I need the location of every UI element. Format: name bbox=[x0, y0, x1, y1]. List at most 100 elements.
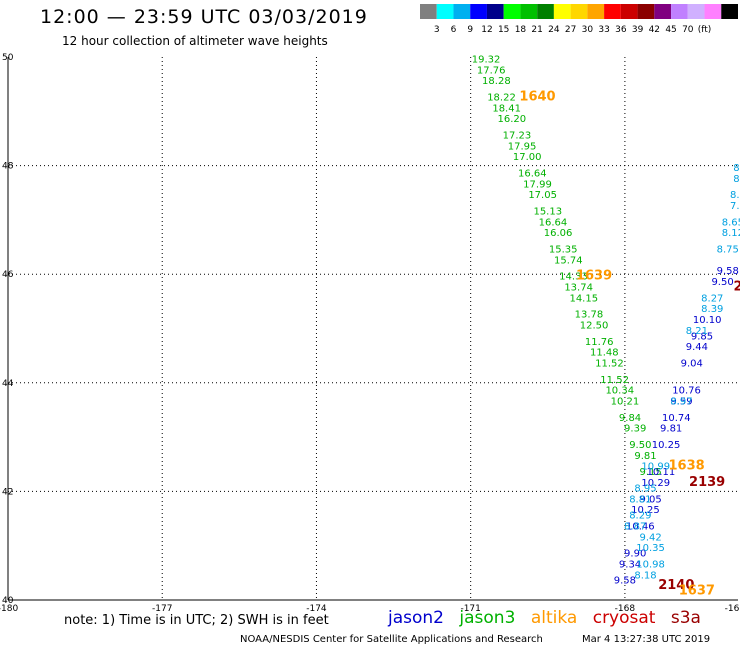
colorbar-label: 3 bbox=[434, 25, 440, 35]
colorbar-label: 9 bbox=[467, 25, 473, 35]
swh-value-label: 10.46 bbox=[626, 521, 655, 532]
colorbar-swatch bbox=[486, 4, 504, 19]
colorbar-swatch bbox=[520, 4, 538, 19]
legend-s3a: s3a bbox=[670, 608, 701, 628]
satellite-legend: jason2 jason3 altika cryosat s3a bbox=[388, 608, 711, 628]
swh-value-label: 9.04 bbox=[681, 359, 703, 370]
swh-value-label: 8.81 bbox=[629, 494, 651, 505]
swh-value-label: 8.27 bbox=[701, 293, 723, 304]
colorbar-swatch bbox=[503, 4, 521, 19]
swh-value-label: 18.41 bbox=[492, 103, 521, 114]
colorbar-label: 6 bbox=[451, 25, 457, 35]
swh-value-label: 9.42 bbox=[639, 532, 661, 543]
legend-altika: altika bbox=[530, 608, 578, 628]
swh-value-label: 10.76 bbox=[672, 386, 701, 397]
colorbar-label: 27 bbox=[565, 25, 576, 35]
y-tick-label: 40 bbox=[2, 596, 14, 606]
swh-value-label: 10.11 bbox=[647, 467, 676, 478]
swh-value-label: 10.99 bbox=[641, 462, 670, 473]
y-tick-label: 44 bbox=[2, 379, 14, 389]
colorbar-swatch bbox=[671, 4, 688, 19]
swh-value-label: 15.13 bbox=[533, 206, 562, 217]
y-tick-label: 48 bbox=[2, 162, 14, 172]
swh-value-label: 8.87 bbox=[624, 521, 646, 532]
swh-value-label: 9.50 bbox=[711, 277, 733, 288]
colorbar-swatch bbox=[553, 4, 571, 19]
colorbar-swatch bbox=[570, 4, 588, 19]
chart-subtitle: 12 hour collection of altimeter wave hei… bbox=[62, 34, 328, 48]
chart-title: 12:00 — 23:59 UTC 03/03/2019 bbox=[40, 6, 368, 28]
x-tick-label: -16 bbox=[725, 604, 740, 614]
pass-time-label: 1639 bbox=[576, 269, 612, 284]
swh-value-label: 15.35 bbox=[549, 244, 578, 255]
swh-value-label: 10.34 bbox=[605, 386, 634, 397]
y-tick-label: 46 bbox=[2, 270, 14, 280]
colorbar-label: 45 bbox=[665, 25, 676, 35]
x-tick-label: -174 bbox=[306, 604, 327, 614]
colorbar-label: 18 bbox=[515, 25, 527, 35]
swh-value-label: 9.81 bbox=[660, 424, 682, 435]
colorbar-swatch bbox=[637, 4, 655, 19]
x-tick-label: -168 bbox=[615, 604, 636, 614]
colorbar-label: 36 bbox=[615, 25, 627, 35]
swh-value-label: 17.95 bbox=[508, 141, 537, 152]
swh-value-label: 9.90 bbox=[624, 549, 646, 560]
swh-value-label: 10.29 bbox=[641, 478, 670, 489]
swh-value-label: 9.81 bbox=[634, 451, 656, 462]
swh-value-label: 8.12 bbox=[722, 228, 740, 239]
colorbar-label: 30 bbox=[582, 25, 594, 35]
swh-value-label: 13.74 bbox=[564, 282, 593, 293]
color-scale-bar: 3 6 9 12 15 18 21 24 27 30 33 36 39 42 45 70 (ft) bbox=[420, 4, 738, 35]
legend-cryosat: cryosat bbox=[592, 608, 656, 628]
generated-timestamp: Mar 4 13:27:38 UTC 2019 bbox=[582, 634, 711, 645]
swh-value-label: 15.74 bbox=[554, 255, 583, 266]
colorbar-swatch bbox=[620, 4, 638, 19]
swh-value-label: 9.84 bbox=[619, 413, 641, 424]
colorbar-swatch bbox=[654, 4, 672, 19]
swh-value-label: 17.23 bbox=[503, 130, 532, 141]
swh-value-label: 8.21 bbox=[686, 326, 708, 337]
swh-value-label: 11.52 bbox=[595, 359, 624, 370]
swh-value-label: 16.06 bbox=[544, 228, 573, 239]
colorbar-swatch bbox=[704, 4, 722, 19]
swh-value-label: 10.98 bbox=[636, 559, 665, 570]
pass-time-label: 1640 bbox=[519, 89, 555, 104]
swh-value-label: 10.35 bbox=[636, 543, 665, 554]
legend-jason2: jason2 bbox=[388, 608, 444, 628]
swh-value-label: 16.64 bbox=[539, 217, 568, 228]
swh-value-label: 9.50 bbox=[629, 440, 651, 451]
swh-value-label: 9.85 bbox=[691, 331, 713, 342]
swh-value-label: 11.52 bbox=[600, 375, 629, 386]
swh-value-label: 17.05 bbox=[528, 190, 557, 201]
colorbar-swatch bbox=[420, 4, 437, 19]
credit-line: NOAA/NESDIS Center for Satellite Applica… bbox=[240, 634, 543, 645]
swh-value-label: 18.22 bbox=[487, 92, 516, 103]
colorbar-label: 15 bbox=[498, 25, 509, 35]
swh-value-label: 9.58 bbox=[717, 266, 739, 277]
colorbar-label: (ft) bbox=[698, 25, 712, 35]
swh-value-label: 10.25 bbox=[631, 505, 660, 516]
x-tick-label: -177 bbox=[152, 604, 172, 614]
swh-value-label: 11.76 bbox=[585, 337, 614, 348]
pass-time-label: 1637 bbox=[679, 584, 715, 599]
swh-value-label: 8.6 bbox=[730, 190, 740, 201]
swh-value-label: 19.32 bbox=[472, 54, 501, 65]
swh-value-label: 8.75 bbox=[717, 244, 739, 255]
swh-value-label: 9.15 bbox=[639, 467, 661, 478]
swh-value-label: 13.78 bbox=[575, 310, 604, 321]
swh-value-label: 8.65 bbox=[722, 217, 740, 228]
swh-value-label: 8. bbox=[733, 174, 740, 185]
y-tick-label: 42 bbox=[2, 487, 13, 497]
colorbar-label: 39 bbox=[632, 25, 644, 35]
swh-value-label: 9.34 bbox=[619, 559, 641, 570]
swh-value-label: 14.33 bbox=[559, 272, 588, 283]
colorbar-swatch bbox=[721, 4, 738, 19]
swh-value-label: 8.39 bbox=[701, 304, 723, 315]
swh-value-label: 8.97 bbox=[670, 397, 692, 408]
swh-value-label: 17.00 bbox=[513, 152, 542, 163]
swh-value-label: 9.59 bbox=[670, 397, 692, 408]
swh-value-label: 16.64 bbox=[518, 168, 547, 179]
colorbar-swatch bbox=[470, 4, 487, 19]
pass-time-label: 2140 bbox=[658, 578, 694, 593]
